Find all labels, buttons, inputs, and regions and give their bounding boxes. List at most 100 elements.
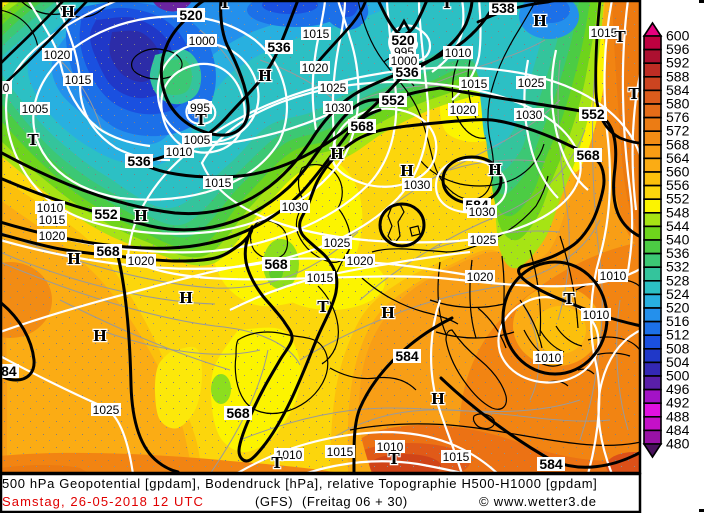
- svg-text:T: T: [219, 0, 231, 12]
- svg-text:1025: 1025: [470, 233, 497, 247]
- svg-text:516: 516: [666, 313, 690, 329]
- svg-text:1015: 1015: [65, 73, 92, 87]
- svg-text:584: 584: [0, 363, 17, 379]
- svg-text:552: 552: [581, 106, 605, 122]
- svg-text:H: H: [330, 144, 343, 163]
- svg-text:H: H: [488, 160, 501, 179]
- svg-text:© www.wetter3.de: © www.wetter3.de: [479, 494, 597, 509]
- svg-text:1020: 1020: [128, 254, 155, 268]
- svg-text:1030: 1030: [469, 205, 496, 219]
- svg-text:T: T: [271, 453, 283, 472]
- svg-text:1010: 1010: [445, 46, 472, 60]
- svg-text:H: H: [134, 206, 147, 225]
- svg-text:1020: 1020: [44, 48, 71, 62]
- svg-text:H: H: [533, 11, 546, 30]
- svg-text:H: H: [179, 288, 192, 307]
- svg-text:(GFS): (GFS): [255, 494, 293, 509]
- svg-text:H: H: [67, 249, 80, 268]
- svg-text:1030: 1030: [325, 101, 352, 115]
- svg-text:536: 536: [267, 39, 291, 55]
- svg-text:1015: 1015: [303, 27, 330, 41]
- svg-text:T: T: [317, 297, 329, 316]
- svg-text:H: H: [381, 303, 394, 322]
- svg-text:T: T: [614, 27, 626, 46]
- svg-text:T: T: [195, 110, 207, 129]
- svg-text:H: H: [400, 161, 413, 180]
- svg-text:T: T: [317, 297, 329, 316]
- svg-text:1010: 1010: [583, 308, 610, 322]
- svg-text:552: 552: [381, 92, 405, 108]
- svg-text:492: 492: [666, 395, 690, 411]
- svg-text:1015: 1015: [591, 26, 618, 40]
- svg-text:1005: 1005: [22, 102, 49, 116]
- svg-text:1020: 1020: [467, 270, 494, 284]
- svg-text:1030: 1030: [516, 108, 543, 122]
- svg-text:548: 548: [666, 204, 690, 220]
- svg-text:T: T: [388, 449, 400, 468]
- svg-text:524: 524: [666, 286, 690, 302]
- svg-text:T: T: [27, 130, 39, 149]
- svg-text:552: 552: [94, 206, 118, 222]
- svg-text:H: H: [330, 144, 343, 163]
- svg-text:568: 568: [96, 243, 120, 259]
- svg-text:568: 568: [350, 118, 374, 134]
- svg-text:T: T: [563, 289, 575, 308]
- svg-text:H: H: [61, 2, 74, 21]
- svg-text:532: 532: [666, 259, 690, 275]
- svg-text:568: 568: [666, 136, 690, 152]
- svg-text:552: 552: [666, 191, 690, 207]
- svg-text:T: T: [27, 130, 39, 149]
- svg-text:584: 584: [539, 456, 563, 472]
- svg-text:H: H: [431, 389, 444, 408]
- svg-text:1025: 1025: [93, 403, 120, 417]
- svg-text:1000: 1000: [189, 34, 216, 48]
- svg-text:1030: 1030: [282, 200, 309, 214]
- svg-text:504: 504: [666, 354, 690, 370]
- svg-text:H: H: [533, 11, 546, 30]
- svg-text:T: T: [271, 453, 283, 472]
- svg-text:995: 995: [190, 101, 210, 115]
- svg-text:H: H: [400, 161, 413, 180]
- svg-text:576: 576: [666, 109, 690, 125]
- svg-text:1010: 1010: [600, 269, 627, 283]
- svg-text:560: 560: [666, 164, 690, 180]
- svg-text:536: 536: [666, 245, 690, 261]
- svg-text:H: H: [488, 160, 501, 179]
- svg-text:H: H: [93, 326, 106, 345]
- svg-text:H: H: [381, 303, 394, 322]
- svg-text:H: H: [93, 326, 106, 345]
- svg-text:584: 584: [666, 82, 690, 98]
- svg-text:H: H: [61, 2, 74, 21]
- svg-text:600: 600: [666, 28, 690, 44]
- svg-text:484: 484: [666, 422, 690, 438]
- svg-text:1010: 1010: [377, 440, 404, 454]
- svg-text:536: 536: [127, 153, 151, 169]
- svg-text:T: T: [441, 0, 453, 12]
- svg-text:544: 544: [666, 218, 690, 234]
- svg-text:T: T: [388, 449, 400, 468]
- svg-text:T: T: [219, 0, 231, 12]
- svg-text:596: 596: [666, 41, 690, 57]
- svg-text:0: 0: [3, 81, 10, 95]
- svg-text:584: 584: [395, 348, 419, 364]
- svg-text:1015: 1015: [461, 77, 488, 91]
- svg-text:1015: 1015: [327, 445, 354, 459]
- svg-text:1000: 1000: [391, 54, 418, 68]
- svg-text:H: H: [258, 66, 271, 85]
- svg-text:T: T: [563, 289, 575, 308]
- svg-text:1020: 1020: [450, 103, 477, 117]
- svg-text:512: 512: [666, 327, 690, 343]
- svg-text:(Freitag 06 + 30): (Freitag 06 + 30): [302, 494, 408, 509]
- svg-text:1020: 1020: [302, 61, 329, 75]
- svg-text:480: 480: [666, 436, 690, 452]
- svg-text:1010: 1010: [166, 145, 193, 159]
- svg-text:520: 520: [391, 32, 415, 48]
- svg-text:500 hPa Geopotential [gpdam],: 500 hPa Geopotential [gpdam], Bodendruck…: [2, 476, 597, 491]
- svg-text:1015: 1015: [443, 450, 470, 464]
- svg-text:1015: 1015: [39, 213, 66, 227]
- svg-text:T: T: [195, 110, 207, 129]
- svg-text:536: 536: [395, 64, 419, 80]
- svg-text:T: T: [628, 84, 640, 103]
- svg-text:1020: 1020: [347, 254, 374, 268]
- svg-text:500: 500: [666, 368, 690, 384]
